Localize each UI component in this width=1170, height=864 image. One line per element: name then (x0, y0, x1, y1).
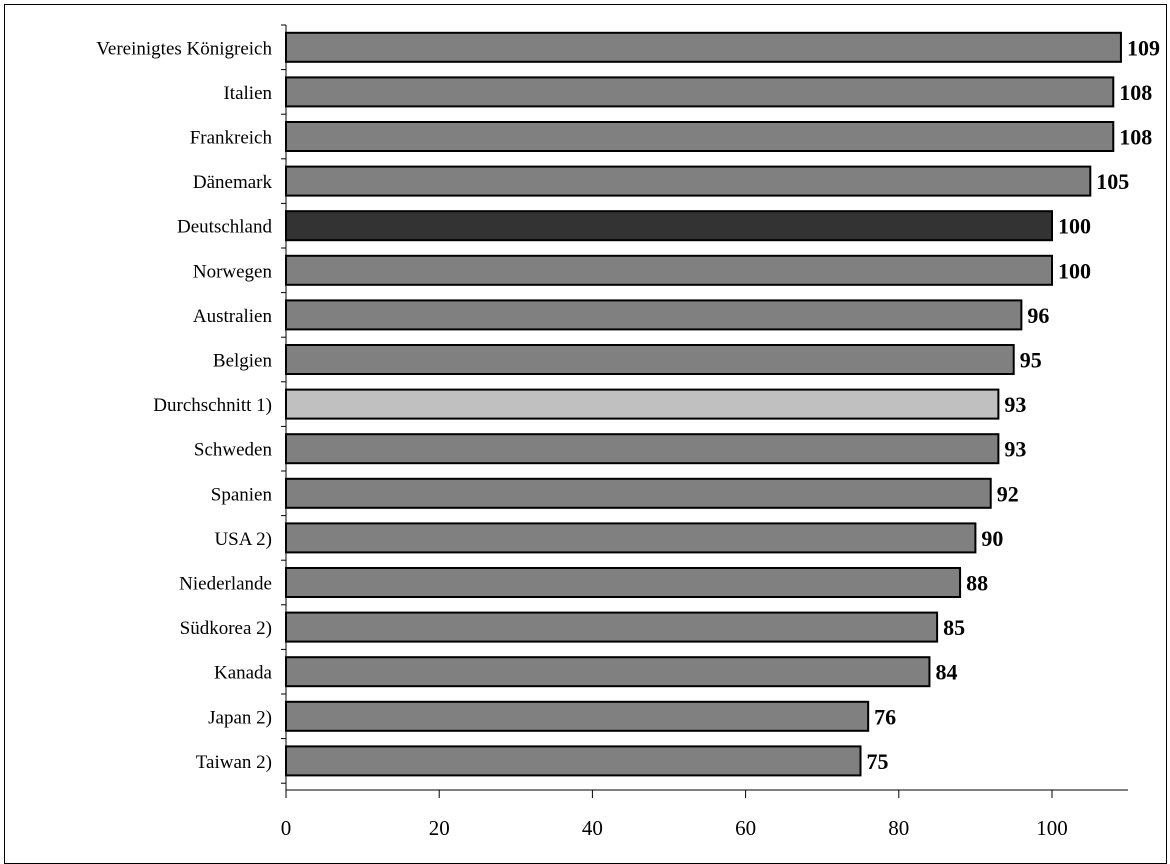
value-label: 75 (867, 749, 889, 774)
bar (285, 31, 1122, 63)
bar (285, 656, 931, 688)
bar (285, 254, 1053, 286)
bar (285, 165, 1092, 197)
category-label: USA 2) (214, 529, 272, 550)
value-label: 84 (935, 660, 957, 685)
bar (285, 299, 1023, 331)
category-label: Südkorea 2) (180, 618, 272, 639)
category-label: Niederlande (179, 574, 272, 595)
value-label: 88 (966, 571, 988, 596)
bars-layer (285, 31, 1122, 777)
value-label: 100 (1058, 258, 1091, 283)
bar (285, 433, 1000, 465)
value-label: 100 (1058, 214, 1091, 239)
value-label: 105 (1096, 169, 1129, 194)
value-label: 108 (1119, 125, 1152, 150)
category-label: Belgien (213, 351, 273, 372)
category-label: Kanada (214, 663, 273, 684)
value-label: 92 (997, 481, 1019, 506)
labels-layer: Vereinigtes Königreich 109 Italien 108 Frank… (96, 35, 1160, 840)
value-label: 96 (1027, 303, 1049, 328)
value-label: 76 (874, 704, 896, 729)
bar (285, 522, 977, 554)
value-label: 109 (1127, 35, 1160, 60)
bar (285, 344, 1015, 375)
category-label: Dänemark (193, 172, 273, 193)
category-label: Durchschnitt 1) (153, 395, 272, 416)
x-tick-label: 20 (429, 816, 450, 840)
value-label: 85 (943, 615, 965, 640)
value-label: 90 (981, 526, 1003, 551)
value-label: 93 (1004, 392, 1026, 417)
category-label: Australien (193, 306, 273, 327)
category-label: Japan 2) (208, 707, 272, 728)
bar (285, 388, 1000, 420)
bar (285, 76, 1115, 108)
x-tick-label: 60 (735, 816, 756, 840)
bar (285, 121, 1115, 152)
x-tick-label: 40 (582, 816, 603, 840)
x-tick-label: 100 (1036, 816, 1068, 840)
bar (285, 700, 870, 732)
category-label: Taiwan 2) (196, 752, 272, 773)
bar (285, 745, 862, 777)
category-label: Italien (223, 83, 272, 104)
category-label: Spanien (211, 484, 273, 505)
axes-layer (281, 24, 1128, 798)
category-label: Norwegen (193, 261, 273, 282)
value-label: 95 (1020, 348, 1042, 373)
category-label: Frankreich (190, 128, 273, 149)
x-tick-label: 80 (888, 816, 909, 840)
x-tick-label: 0 (281, 816, 292, 840)
bar (285, 567, 962, 598)
category-label: Schweden (194, 440, 273, 461)
category-label: Deutschland (177, 217, 272, 238)
bar (285, 477, 992, 509)
bar (285, 611, 939, 643)
value-label: 93 (1004, 437, 1026, 462)
bar (285, 210, 1053, 242)
value-label: 108 (1119, 80, 1152, 105)
category-label: Vereinigtes Königreich (96, 38, 272, 59)
